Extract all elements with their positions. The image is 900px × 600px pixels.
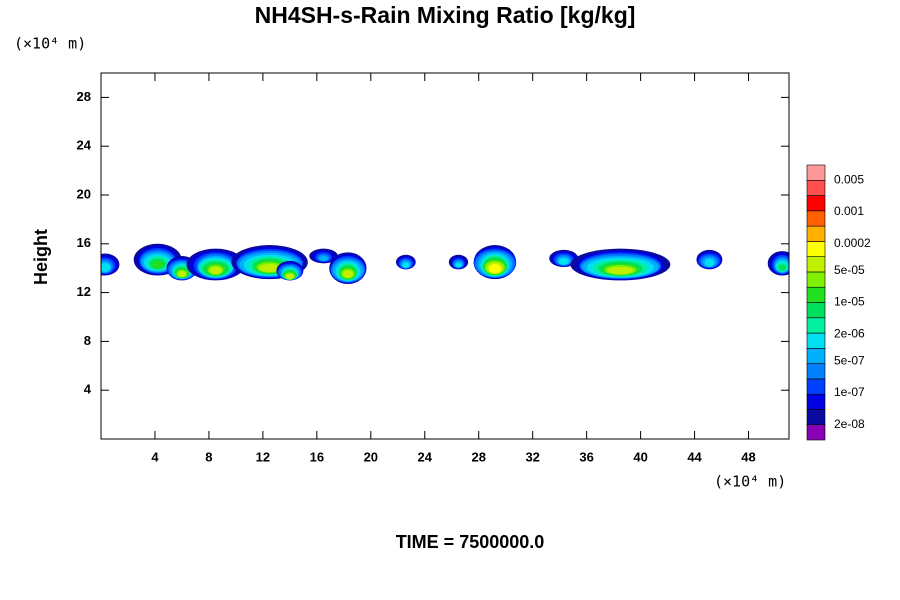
colorbar-box [806,225,826,242]
contour-cell [101,253,120,276]
contour-cell [448,254,469,270]
colorbar-label: 5e-05 [834,263,865,277]
contour-cell [276,260,304,281]
colorbar-box [806,271,826,288]
contour-cell [767,251,789,276]
colorbar-box [806,378,826,395]
colorbar-label: 0.0002 [834,236,871,250]
colorbar-label: 1e-05 [834,295,865,309]
colorbar-box [806,302,826,319]
colorbar-label: 5e-07 [834,354,865,368]
contour-level [778,264,787,271]
colorbar-label: 1e-07 [834,385,865,399]
colorbar-label: 0.005 [834,172,864,186]
colorbar-box [806,286,826,303]
x-tick-label: 28 [471,449,485,464]
contour-level [558,258,569,265]
colorbar-box [806,164,826,181]
x-unit: (×10⁴ m) [714,473,786,491]
plot-frame [100,72,790,440]
contour-level [286,273,294,280]
y-tick-label: 20 [77,186,91,201]
contour-cell [329,252,367,285]
x-tick-label: 20 [364,449,378,464]
y-tick-label: 28 [77,89,91,104]
contour-cell [696,249,723,270]
colorbar-box [806,363,826,380]
contour-level [259,264,280,273]
contour-level [342,270,353,278]
contour-cell [133,243,182,276]
colorbar-label: 2e-08 [834,417,865,431]
y-unit: (×10⁴ m) [14,35,86,53]
contour-cell [166,256,198,281]
y-tick-label: 16 [77,235,91,250]
colorbar-box [806,393,826,410]
colorbar-box [806,332,826,349]
colorbar-box [806,409,826,426]
y-axis-label: Height [31,229,51,285]
contour-level [455,262,462,268]
y-tick-label: 12 [77,284,91,299]
y-tick-label: 8 [84,333,91,348]
x-tick-label: 32 [525,449,539,464]
x-tick-label: 16 [310,449,324,464]
contour-level [488,264,501,274]
y-tick-label: 24 [77,138,92,153]
colorbar-box [806,424,826,441]
colorbar-box [806,179,826,196]
contour-level [704,258,715,267]
contour-level [319,255,329,261]
chart-title: NH4SH-s-Rain Mixing Ratio [kg/kg] [255,2,636,28]
x-tick-label: 4 [151,449,159,464]
x-tick-label: 8 [205,449,212,464]
contour-level [607,266,634,275]
colorbar-box [806,241,826,257]
plot-area [101,243,789,285]
contour-level [209,266,222,275]
x-tick-label: 36 [579,449,593,464]
y-tick-label: 4 [84,382,92,397]
contour-level [178,271,186,278]
x-tick-label: 12 [256,449,270,464]
contour-cell [309,248,338,264]
x-tick-label: 40 [633,449,647,464]
colorbar-box [806,317,826,334]
contour-cell [186,248,245,281]
contour-level [101,263,111,272]
contour-cell [570,248,671,281]
colorbar-box [806,195,826,212]
colorbar-label: 0.001 [834,204,864,218]
x-tick-label: 44 [687,449,702,464]
colorbar-box [806,256,826,273]
colorbar-label: 2e-06 [834,326,865,340]
contour-cell [473,245,517,280]
contour-level [402,262,410,268]
colorbar-box [806,348,826,364]
contour-level [152,260,164,269]
colorbar-box [806,210,826,227]
x-tick-label: 24 [418,449,433,464]
time-label: TIME = 7500000.0 [396,532,545,552]
x-tick-label: 48 [741,449,755,464]
contour-cell [396,254,416,270]
